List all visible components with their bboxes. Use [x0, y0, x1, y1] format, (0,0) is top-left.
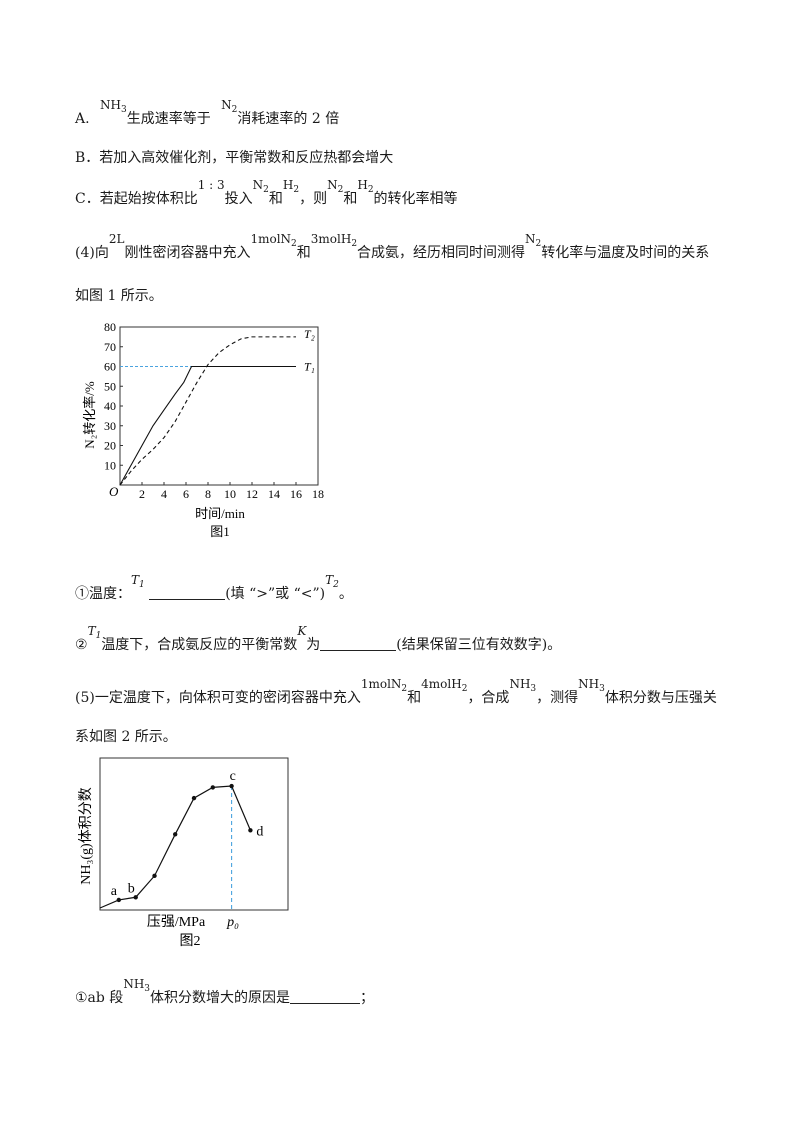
figure-1-ylabel: N₂转化率/% — [82, 381, 97, 449]
q4-sub1: ①温度：T1 (填 “>”或 “<”)T2。 — [75, 573, 353, 609]
n2-amount: 1molN2 — [360, 677, 408, 694]
figure-1-chart: 2 4 6 8 10 12 14 16 18 10 20 30 40 50 60 70 80 T₁ T₂ O 时间/… — [82, 320, 324, 539]
nh3-formula: NH3 — [509, 677, 537, 694]
series-label-1: T₁ — [304, 360, 315, 374]
figure-2-chart: a b c d 压强/MPa p₀ 图2 NH₃(g)体积分数 — [78, 757, 289, 949]
option-c: C．若起始按体积比1 : 3投入N2和H2，则N2和H2的转化率相等 — [75, 178, 458, 214]
x-tick-label: 18 — [312, 487, 324, 501]
q4-line2: 如图 1 所示。 — [75, 288, 163, 304]
t1-symbol: T1 — [131, 573, 145, 590]
y-tick-label: 40 — [104, 399, 116, 413]
q5-line2: 系如图 2 所示。 — [75, 729, 177, 745]
figure-1-origin: O — [109, 484, 119, 499]
point-label-a: a — [111, 884, 118, 899]
x-tick-label: 14 — [268, 487, 280, 501]
nh3-formula: NH3 — [100, 98, 127, 115]
nh3-formula: NH3 — [578, 677, 605, 694]
point-label-c: c — [230, 769, 236, 784]
y-tick-label: 20 — [104, 439, 116, 453]
figure-1-caption: 图1 — [210, 524, 230, 539]
n2-formula: N2 — [525, 232, 542, 249]
data-point — [229, 783, 234, 789]
y-tick-label: 70 — [104, 340, 116, 354]
series-line-2 — [119, 336, 296, 486]
figure-2-caption: 图2 — [180, 934, 201, 949]
data-point — [133, 895, 138, 900]
x-tick-label: 10 — [224, 487, 236, 501]
figure-2-x-marker: p₀ — [226, 915, 239, 930]
data-point — [152, 873, 157, 879]
y-tick-label: 60 — [104, 360, 116, 374]
n2-formula: N2 — [252, 178, 269, 195]
x-tick-label: 6 — [183, 487, 189, 501]
answer-blank-k[interactable] — [320, 636, 397, 651]
figure-1-xlabel: 时间/min — [195, 506, 245, 521]
y-tick-label: 30 — [104, 419, 116, 433]
y-tick-label: 10 — [104, 458, 116, 472]
answer-blank-reason[interactable] — [290, 989, 361, 1004]
figure-2-frame — [99, 757, 289, 911]
x-tick-label: 16 — [290, 487, 302, 501]
q5-line1: (5)一定温度下，向体积可变的密闭容器中充入1molN2和4molH2，合成NH… — [75, 677, 717, 713]
x-tick-label: 8 — [205, 487, 211, 501]
option-b: B．若加入高效催化剂，平衡常数和反应热都会增大 — [75, 150, 394, 166]
data-point — [210, 785, 215, 790]
data-point — [173, 832, 178, 837]
y-tick-label: 50 — [104, 379, 116, 393]
h2-formula: H2 — [357, 178, 374, 195]
nh3-fraction-line — [99, 785, 251, 909]
figure-1-frame — [119, 326, 319, 486]
point-label-b: b — [128, 881, 135, 896]
x-tick-label: 12 — [246, 487, 258, 501]
h2-amount: 4molH2 — [421, 677, 468, 694]
y-tick-label: 80 — [104, 320, 116, 334]
n2-formula: N2 — [327, 178, 344, 195]
answer-blank-temperature[interactable] — [149, 585, 226, 600]
data-point — [248, 828, 253, 833]
x-tick-label: 2 — [139, 487, 145, 501]
t2-symbol: T2 — [325, 573, 339, 590]
option-a: A. NH3生成速率等于 N2消耗速率的 2 倍 — [75, 98, 339, 134]
h2-amount: 3molH2 — [310, 232, 358, 249]
t1-symbol: T1 — [87, 624, 102, 641]
h2-formula: H2 — [282, 178, 300, 195]
data-point — [191, 795, 197, 801]
n2-formula: N2 — [221, 98, 238, 115]
series-label-2: T₂ — [304, 327, 315, 341]
data-point — [116, 897, 121, 903]
point-label-d: d — [256, 824, 263, 839]
n2-amount: 1molN2 — [250, 232, 297, 249]
figure-2-ylabel: NH₃(g)体积分数 — [78, 787, 94, 884]
figure-2-xlabel: 压强/MPa — [147, 915, 206, 930]
q4-line1: (4)向2L刚性密闭容器中充入1molN2和3molH2合成氨，经历相同时间测得… — [75, 232, 709, 268]
nh3-formula: NH3 — [123, 977, 151, 994]
q5-sub1: ①ab 段NH3体积分数增大的原因是； — [75, 977, 374, 1013]
x-tick-label: 4 — [161, 487, 167, 501]
k-symbol: K — [297, 624, 307, 638]
q4-sub2: ②T1温度下，合成氨反应的平衡常数K为 (结果保留三位有效数字)。 — [75, 624, 561, 660]
series-line-1 — [119, 365, 296, 486]
